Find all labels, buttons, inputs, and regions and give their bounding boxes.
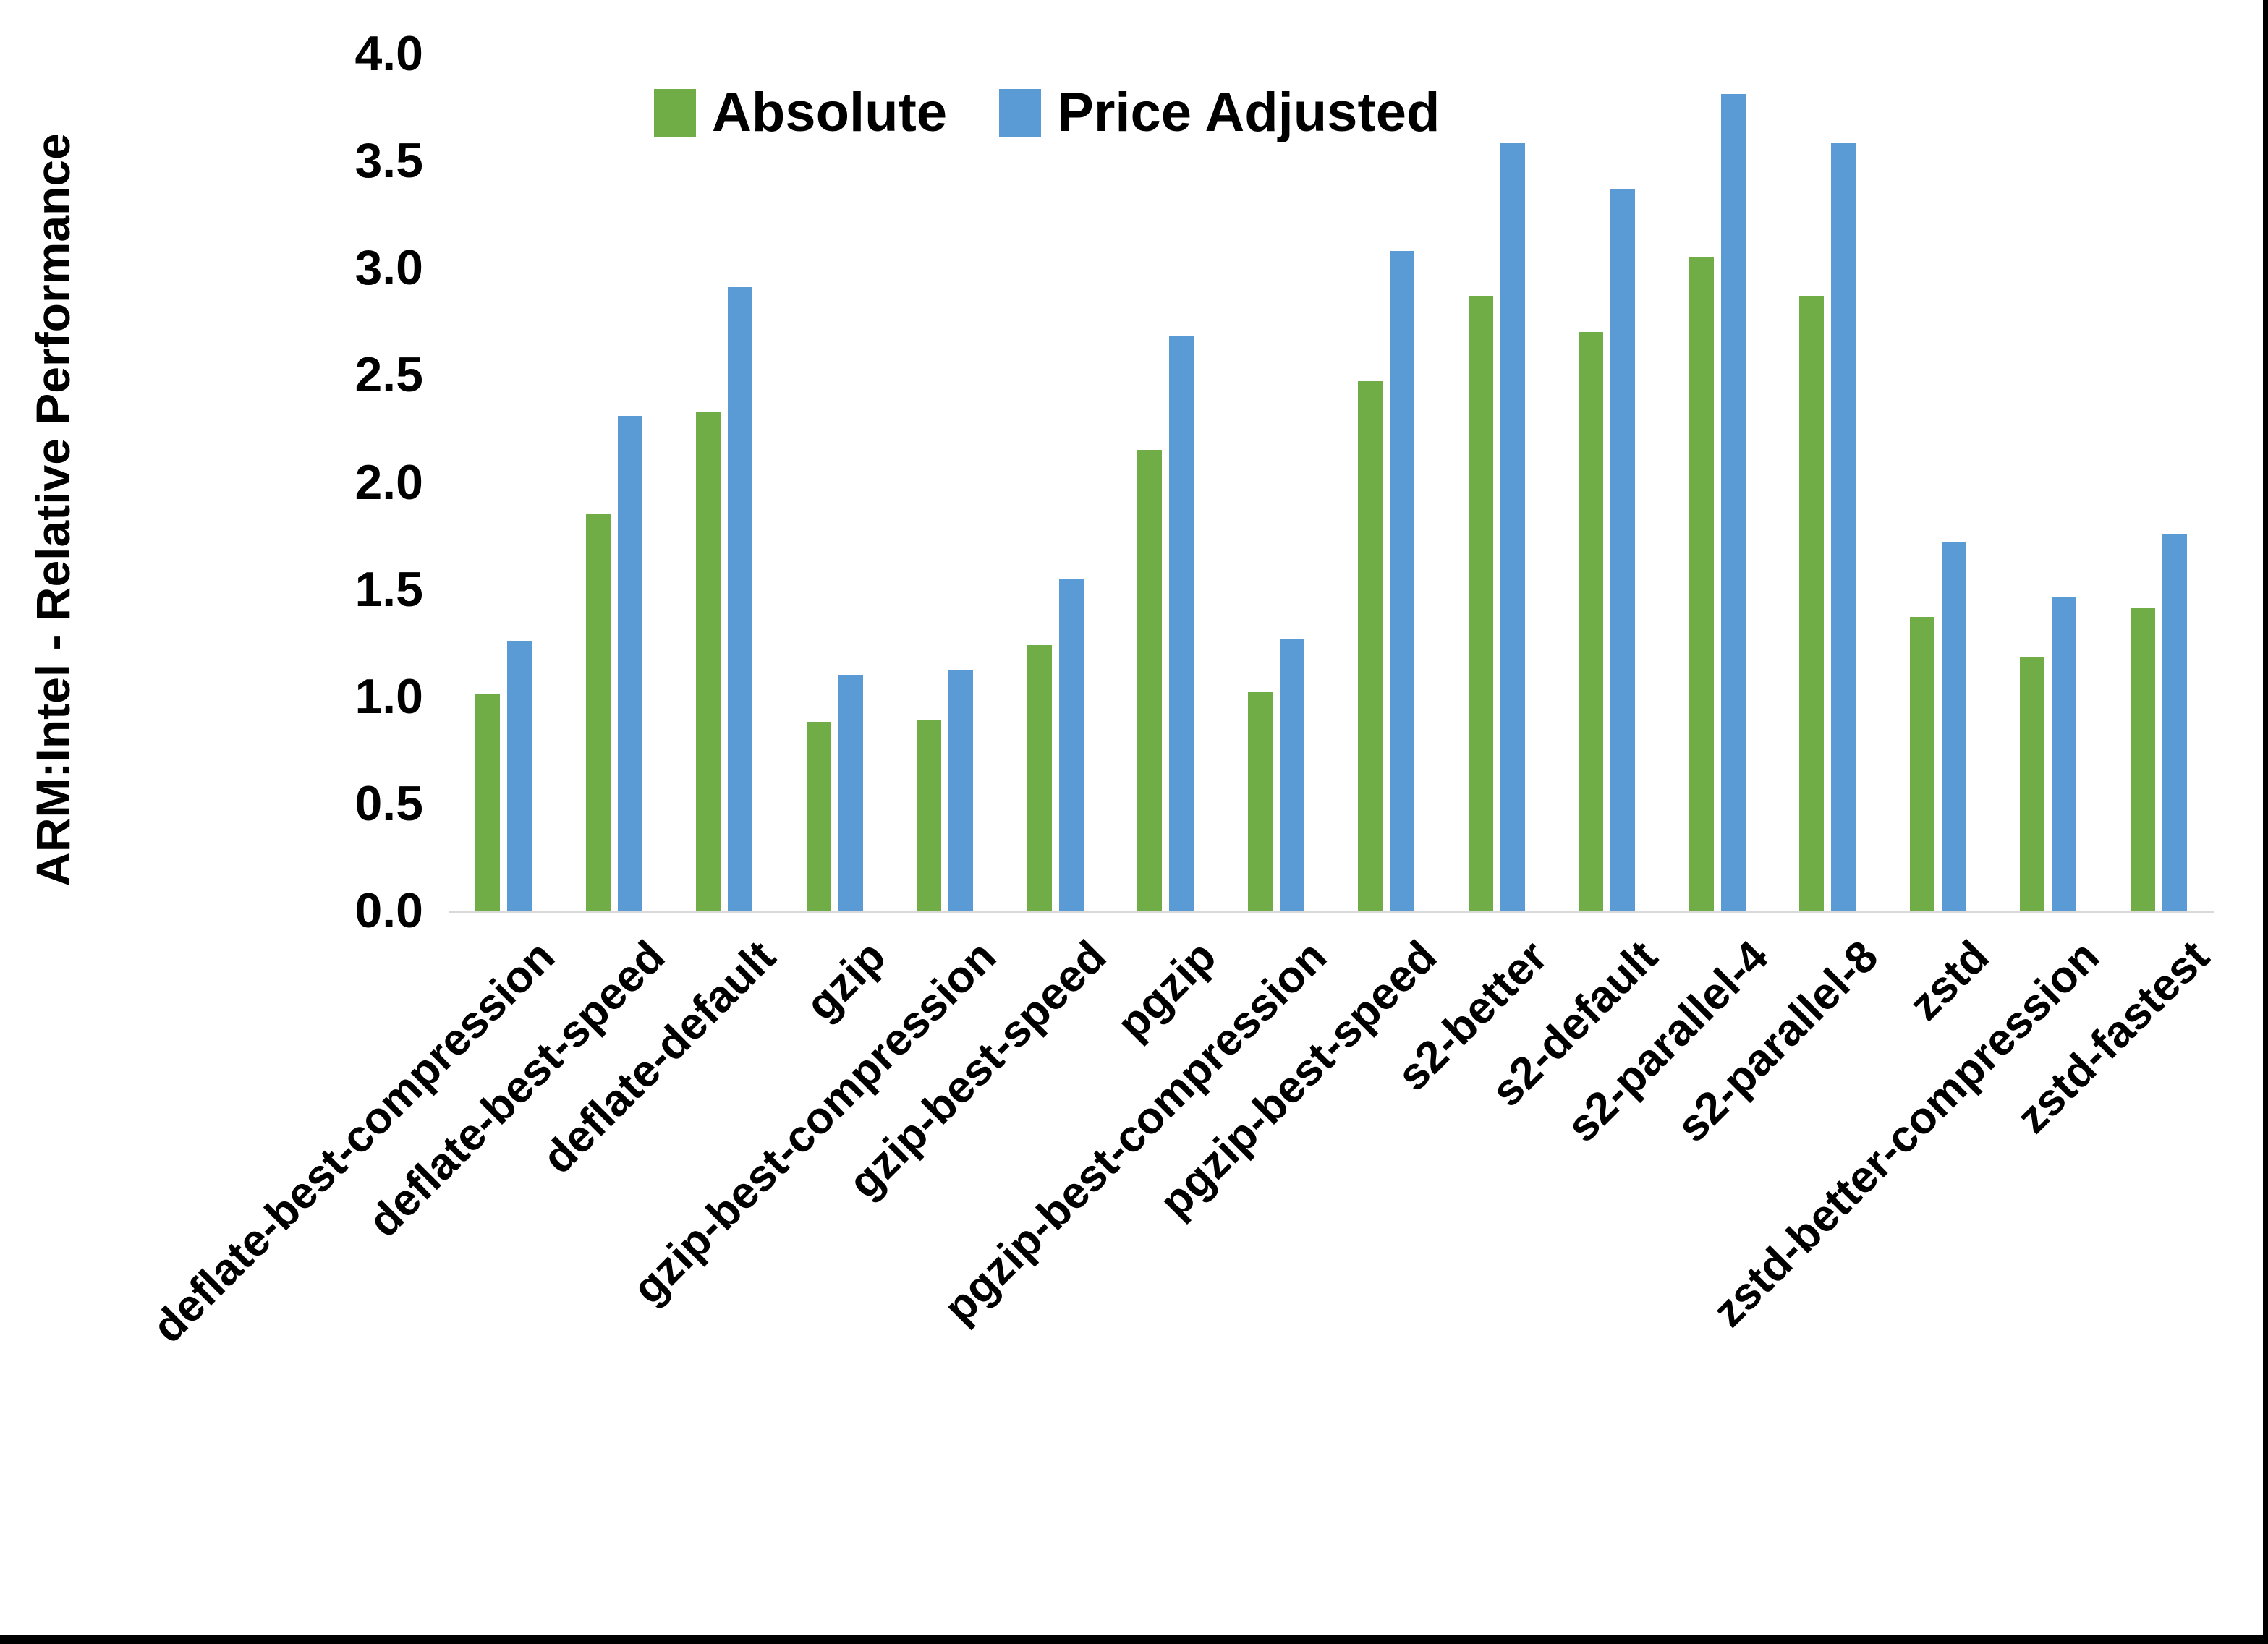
bar-absolute-gzip <box>806 722 831 911</box>
bar-price-adjusted-s2-better <box>1500 143 1525 911</box>
legend-swatch-price-adjusted <box>999 89 1042 137</box>
bar-absolute-pgzip-best-speed <box>1358 381 1383 911</box>
bar-price-adjusted-s2-default <box>1610 188 1636 911</box>
y-tick-label-4.0: 4.0 <box>354 26 423 81</box>
bar-absolute-deflate-best-speed <box>585 514 611 911</box>
bar-absolute-pgzip <box>1137 450 1163 911</box>
x-axis-line <box>449 911 2214 913</box>
screenshot-right-border <box>2263 0 2268 1644</box>
legend-label-absolute: Absolute <box>712 82 948 143</box>
bar-absolute-deflate-default <box>696 411 721 911</box>
bar-price-adjusted-zstd-fastest <box>2162 533 2187 911</box>
bar-price-adjusted-s2-parallel-4 <box>1720 94 1746 911</box>
legend-label-price-adjusted: Price Adjusted <box>1057 82 1440 143</box>
screenshot-bottom-border <box>0 1635 2268 1644</box>
x-tick-label-gzip: gzip <box>796 931 896 1031</box>
bar-absolute-s2-better <box>1468 295 1493 911</box>
y-tick-label-1.0: 1.0 <box>354 668 423 724</box>
bar-absolute-zstd-better-compression <box>2020 657 2045 911</box>
bar-absolute-zstd-fastest <box>2130 608 2155 911</box>
bar-price-adjusted-zstd <box>1941 542 1966 911</box>
bar-price-adjusted-s2-parallel-8 <box>1831 143 1856 911</box>
y-tick-label-2.0: 2.0 <box>354 454 423 510</box>
bar-absolute-zstd <box>1909 617 1934 911</box>
bar-absolute-s2-default <box>1579 332 1604 911</box>
y-tick-label-1.5: 1.5 <box>354 561 423 617</box>
y-tick-label-0.5: 0.5 <box>354 775 423 831</box>
y-tick-label-3.0: 3.0 <box>354 240 423 296</box>
legend-item-price-adjusted: Price Adjusted <box>999 85 1440 140</box>
x-tick-label-zstd: zstd <box>1899 931 1999 1031</box>
y-tick-label-0.0: 0.0 <box>354 883 423 938</box>
bar-absolute-s2-parallel-4 <box>1689 257 1714 911</box>
bar-price-adjusted-deflate-best-speed <box>617 415 642 911</box>
x-tick-label-deflate-best-compression: deflate-best-compression <box>143 931 564 1353</box>
bar-absolute-gzip-best-compression <box>917 720 942 911</box>
bar-price-adjusted-pgzip <box>1169 336 1194 911</box>
bar-absolute-s2-parallel-8 <box>1799 295 1825 911</box>
bar-absolute-gzip-best-speed <box>1027 644 1052 911</box>
y-tick-label-2.5: 2.5 <box>354 347 423 403</box>
bar-price-adjusted-pgzip-best-speed <box>1390 250 1415 911</box>
bar-absolute-pgzip-best-compression <box>1247 691 1273 911</box>
bar-price-adjusted-gzip-best-speed <box>1058 578 1084 911</box>
legend-swatch-absolute <box>654 89 696 137</box>
bar-price-adjusted-deflate-default <box>728 286 753 911</box>
bar-price-adjusted-zstd-better-compression <box>2052 597 2077 911</box>
bar-absolute-deflate-best-compression <box>475 694 501 911</box>
y-tick-label-3.5: 3.5 <box>354 133 423 189</box>
legend-item-absolute: Absolute <box>654 85 947 140</box>
legend: Absolute Price Adjusted <box>654 85 1440 140</box>
bar-price-adjusted-gzip <box>838 675 863 911</box>
bar-price-adjusted-pgzip-best-compression <box>1279 638 1304 911</box>
bar-price-adjusted-gzip-best-compression <box>948 670 974 911</box>
bar-price-adjusted-deflate-best-compression <box>507 640 532 911</box>
